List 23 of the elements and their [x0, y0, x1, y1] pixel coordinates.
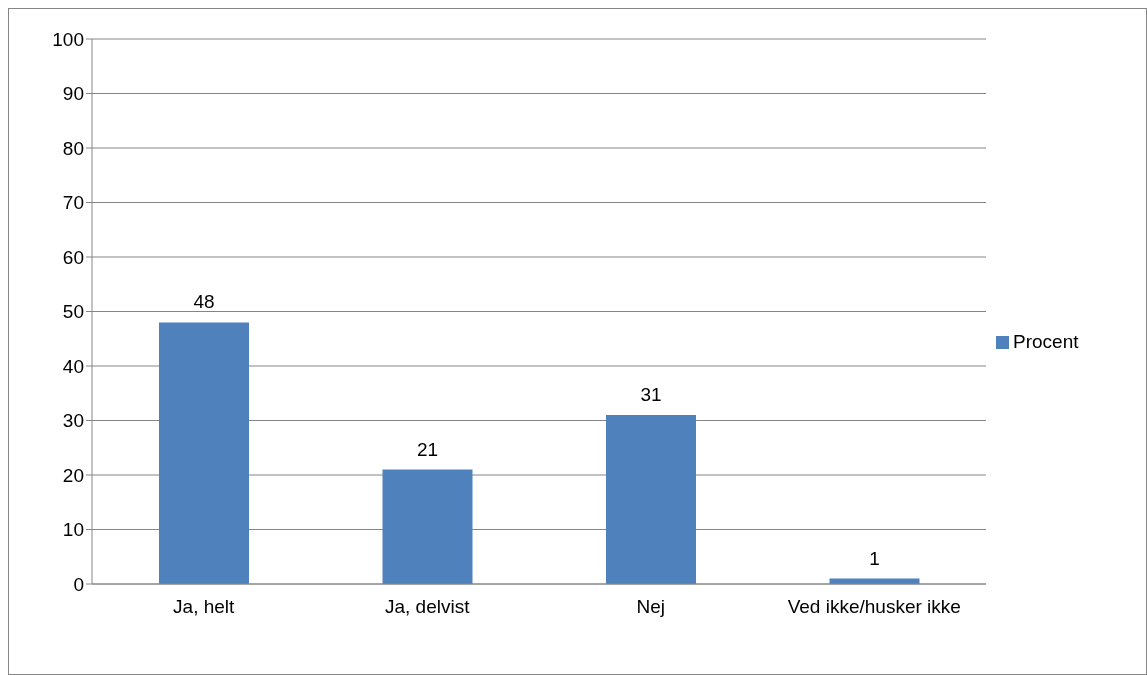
bar [382, 469, 473, 584]
x-tick-label: Nej [636, 596, 666, 618]
y-tick-label: 100 [52, 28, 84, 50]
y-tick-label: 30 [62, 410, 84, 432]
bar [606, 415, 696, 584]
y-tick-label: 0 [73, 573, 84, 595]
bar [159, 322, 249, 584]
y-tick-label: 40 [62, 355, 84, 377]
y-tick-label: 60 [62, 246, 84, 268]
x-tick-label: Ved ikke/husker ikke [787, 596, 961, 618]
data-label: 21 [416, 438, 439, 460]
data-label: 48 [193, 291, 215, 313]
y-tick-label: 50 [62, 301, 84, 323]
data-label: 1 [869, 547, 880, 569]
x-tick-label: Ja, helt [173, 596, 236, 618]
y-tick-label: 70 [62, 192, 84, 214]
data-label: 31 [640, 384, 662, 406]
y-tick-label: 10 [62, 519, 84, 541]
y-tick-label: 90 [62, 83, 84, 105]
y-tick-label: 80 [62, 137, 84, 159]
y-tick-label: 20 [62, 464, 84, 486]
legend-label: Procent [1013, 330, 1079, 352]
x-tick-label: Ja, delvist [385, 596, 471, 618]
